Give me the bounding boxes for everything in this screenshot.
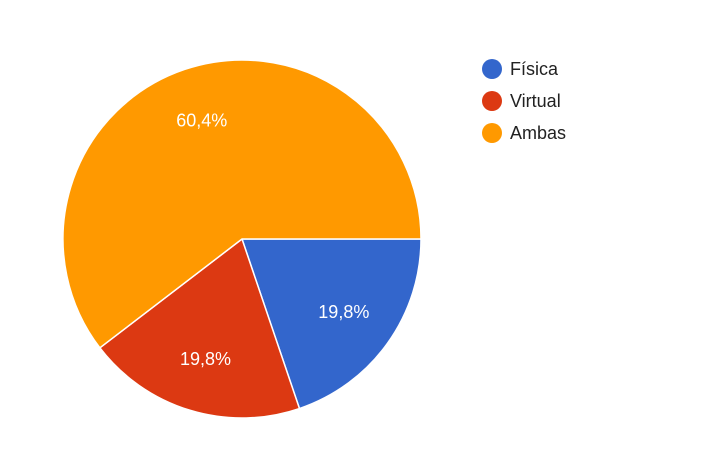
slice-label-física: 19,8% — [318, 302, 369, 322]
legend-label: Física — [510, 59, 559, 79]
legend-label: Ambas — [510, 123, 566, 143]
legend-label: Virtual — [510, 91, 561, 111]
legend-item-física: Física — [482, 59, 559, 79]
pie-slices — [62, 59, 422, 419]
slice-label-ambas: 60,4% — [176, 110, 227, 130]
slice-label-virtual: 19,8% — [180, 349, 231, 369]
legend-swatch — [482, 123, 502, 143]
legend-item-ambas: Ambas — [482, 123, 566, 143]
pie-slice-física — [240, 238, 422, 410]
legend: Física Virtual Ambas — [482, 59, 566, 143]
legend-swatch — [482, 91, 502, 111]
legend-swatch — [482, 59, 502, 79]
pie-slice-virtual — [98, 237, 301, 419]
pie-slice-labels: 19,8% 19,8% 60,4% — [176, 110, 369, 369]
legend-item-virtual: Virtual — [482, 91, 561, 111]
pie-slice-ambas — [62, 59, 422, 349]
